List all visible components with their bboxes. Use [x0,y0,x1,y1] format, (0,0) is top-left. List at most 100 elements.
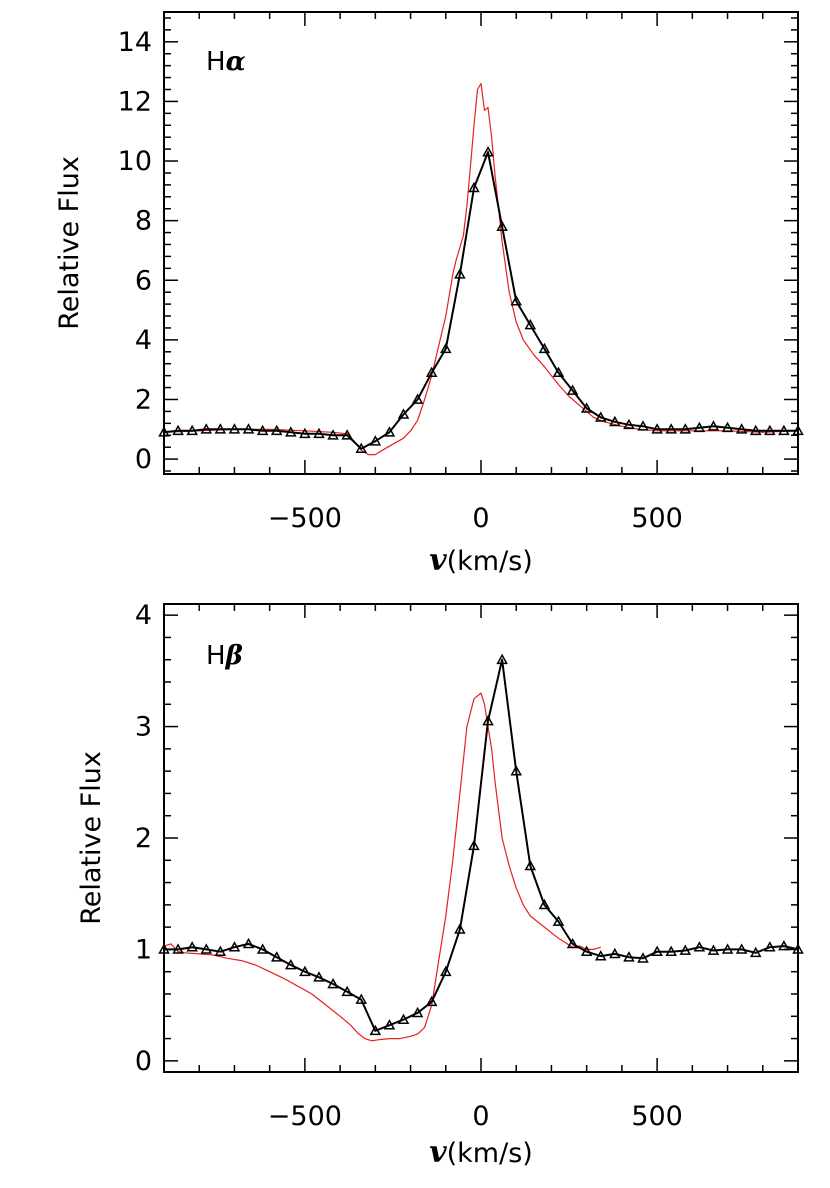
y-tick-label: 0 [135,1046,152,1077]
data-point-marker [637,952,649,963]
data-point-marker [383,1019,396,1030]
data-point-marker [778,940,790,951]
data-point-marker [707,944,720,955]
data-point-marker [299,427,311,439]
data-point-marker [749,946,762,958]
x-axis-title: v(km/s) [429,543,533,578]
data-point-marker [341,985,353,997]
series-layer [158,82,804,456]
y-tick-label: 12 [118,86,152,117]
data-point-marker [482,714,494,726]
data-point-marker [580,402,593,413]
data-point-marker [327,977,339,989]
data-point-marker [566,384,579,395]
panel-label-main: H [206,47,226,77]
data-point-marker [637,420,649,431]
data-point-marker [355,442,368,454]
y-tick-label: 3 [135,712,152,743]
data-point-marker [552,915,565,926]
data-point-marker [552,366,565,378]
data-point-marker [721,943,734,954]
y-tick-label: 10 [118,146,152,177]
data-point-marker [792,943,804,954]
data-point-marker [764,941,776,952]
data-point-marker [425,366,438,378]
data-point-marker [651,423,663,434]
plot-frame [163,11,799,475]
series-line-black [164,658,799,1032]
x-tick-label: 500 [631,503,683,534]
y-tick-label: 1 [135,934,152,965]
data-point-marker [285,958,297,970]
data-point-marker [496,653,508,665]
data-point-marker [313,971,325,982]
y-tick-label: 4 [135,600,152,631]
data-point-marker [425,995,438,1007]
data-point-marker [609,947,621,959]
data-point-marker [214,423,227,434]
tick-marks [163,12,799,474]
data-point-marker [594,411,607,422]
data-point-marker [270,424,283,436]
x-axis-unit: (km/s) [447,546,533,577]
data-point-marker [158,943,170,954]
data-point-marker [623,951,635,962]
data-point-marker [369,435,382,446]
data-point-marker [214,945,227,957]
data-point-marker [397,1013,410,1024]
x-tick-label: −500 [268,1101,342,1132]
data-point-marker [172,943,184,954]
data-point-marker [454,923,466,934]
data-point-marker [538,342,551,354]
data-point-marker [735,423,748,434]
data-point-marker [468,181,480,193]
data-point-marker [285,426,297,437]
data-point-marker [524,318,537,330]
series-line-red [163,692,601,1042]
y-tick-label: 8 [135,206,152,237]
y-tick-label: 2 [135,384,152,415]
data-point-marker [369,1024,382,1036]
panel-h-alpha: −500 0 500 0 2 4 6 8 10 12 14 Hα Relative Flux v(k… [54,11,804,578]
data-point-marker [792,424,804,436]
x-axis-symbol: v [429,543,447,578]
data-point-marker [482,146,494,157]
data-point-marker [679,944,692,955]
data-point-marker [609,415,621,427]
data-point-marker [383,426,396,437]
data-point-marker [778,424,790,436]
panel-label: Hβ [206,641,243,671]
panel-h-beta: −500 0 500 0 1 2 3 4 Hβ Relative Flux v(km/s) [76,600,804,1170]
data-point-marker [256,943,269,954]
data-point-marker [524,859,537,871]
data-point-marker [454,268,466,279]
data-point-marker [186,424,198,436]
data-point-marker [186,941,198,952]
series-layer [158,653,804,1042]
data-point-marker [299,965,311,977]
panel-label-greek: β [225,641,243,671]
data-point-marker [510,295,522,306]
data-point-marker [594,950,607,961]
x-axis-symbol: v [429,1135,447,1170]
data-point-marker [355,993,368,1004]
plot-frame [163,603,799,1073]
y-tick-label: 6 [135,265,152,296]
data-point-marker [228,941,241,952]
data-point-marker [510,765,522,776]
data-point-marker [764,424,776,436]
data-point-marker [397,408,410,419]
data-point-marker [580,945,593,957]
data-point-marker [242,423,255,434]
panel-label: Hα [206,47,246,77]
tick-label-layer: −500 0 500 0 2 4 6 8 10 12 14 [118,27,683,534]
series-line-red [163,82,799,456]
data-point-marker [693,941,706,952]
data-point-marker [228,423,241,434]
x-axis-unit: (km/s) [447,1138,533,1169]
y-tick-label: 4 [135,325,152,356]
data-point-marker [411,1006,424,1018]
series-line-black [163,151,798,450]
data-point-marker [256,424,269,436]
